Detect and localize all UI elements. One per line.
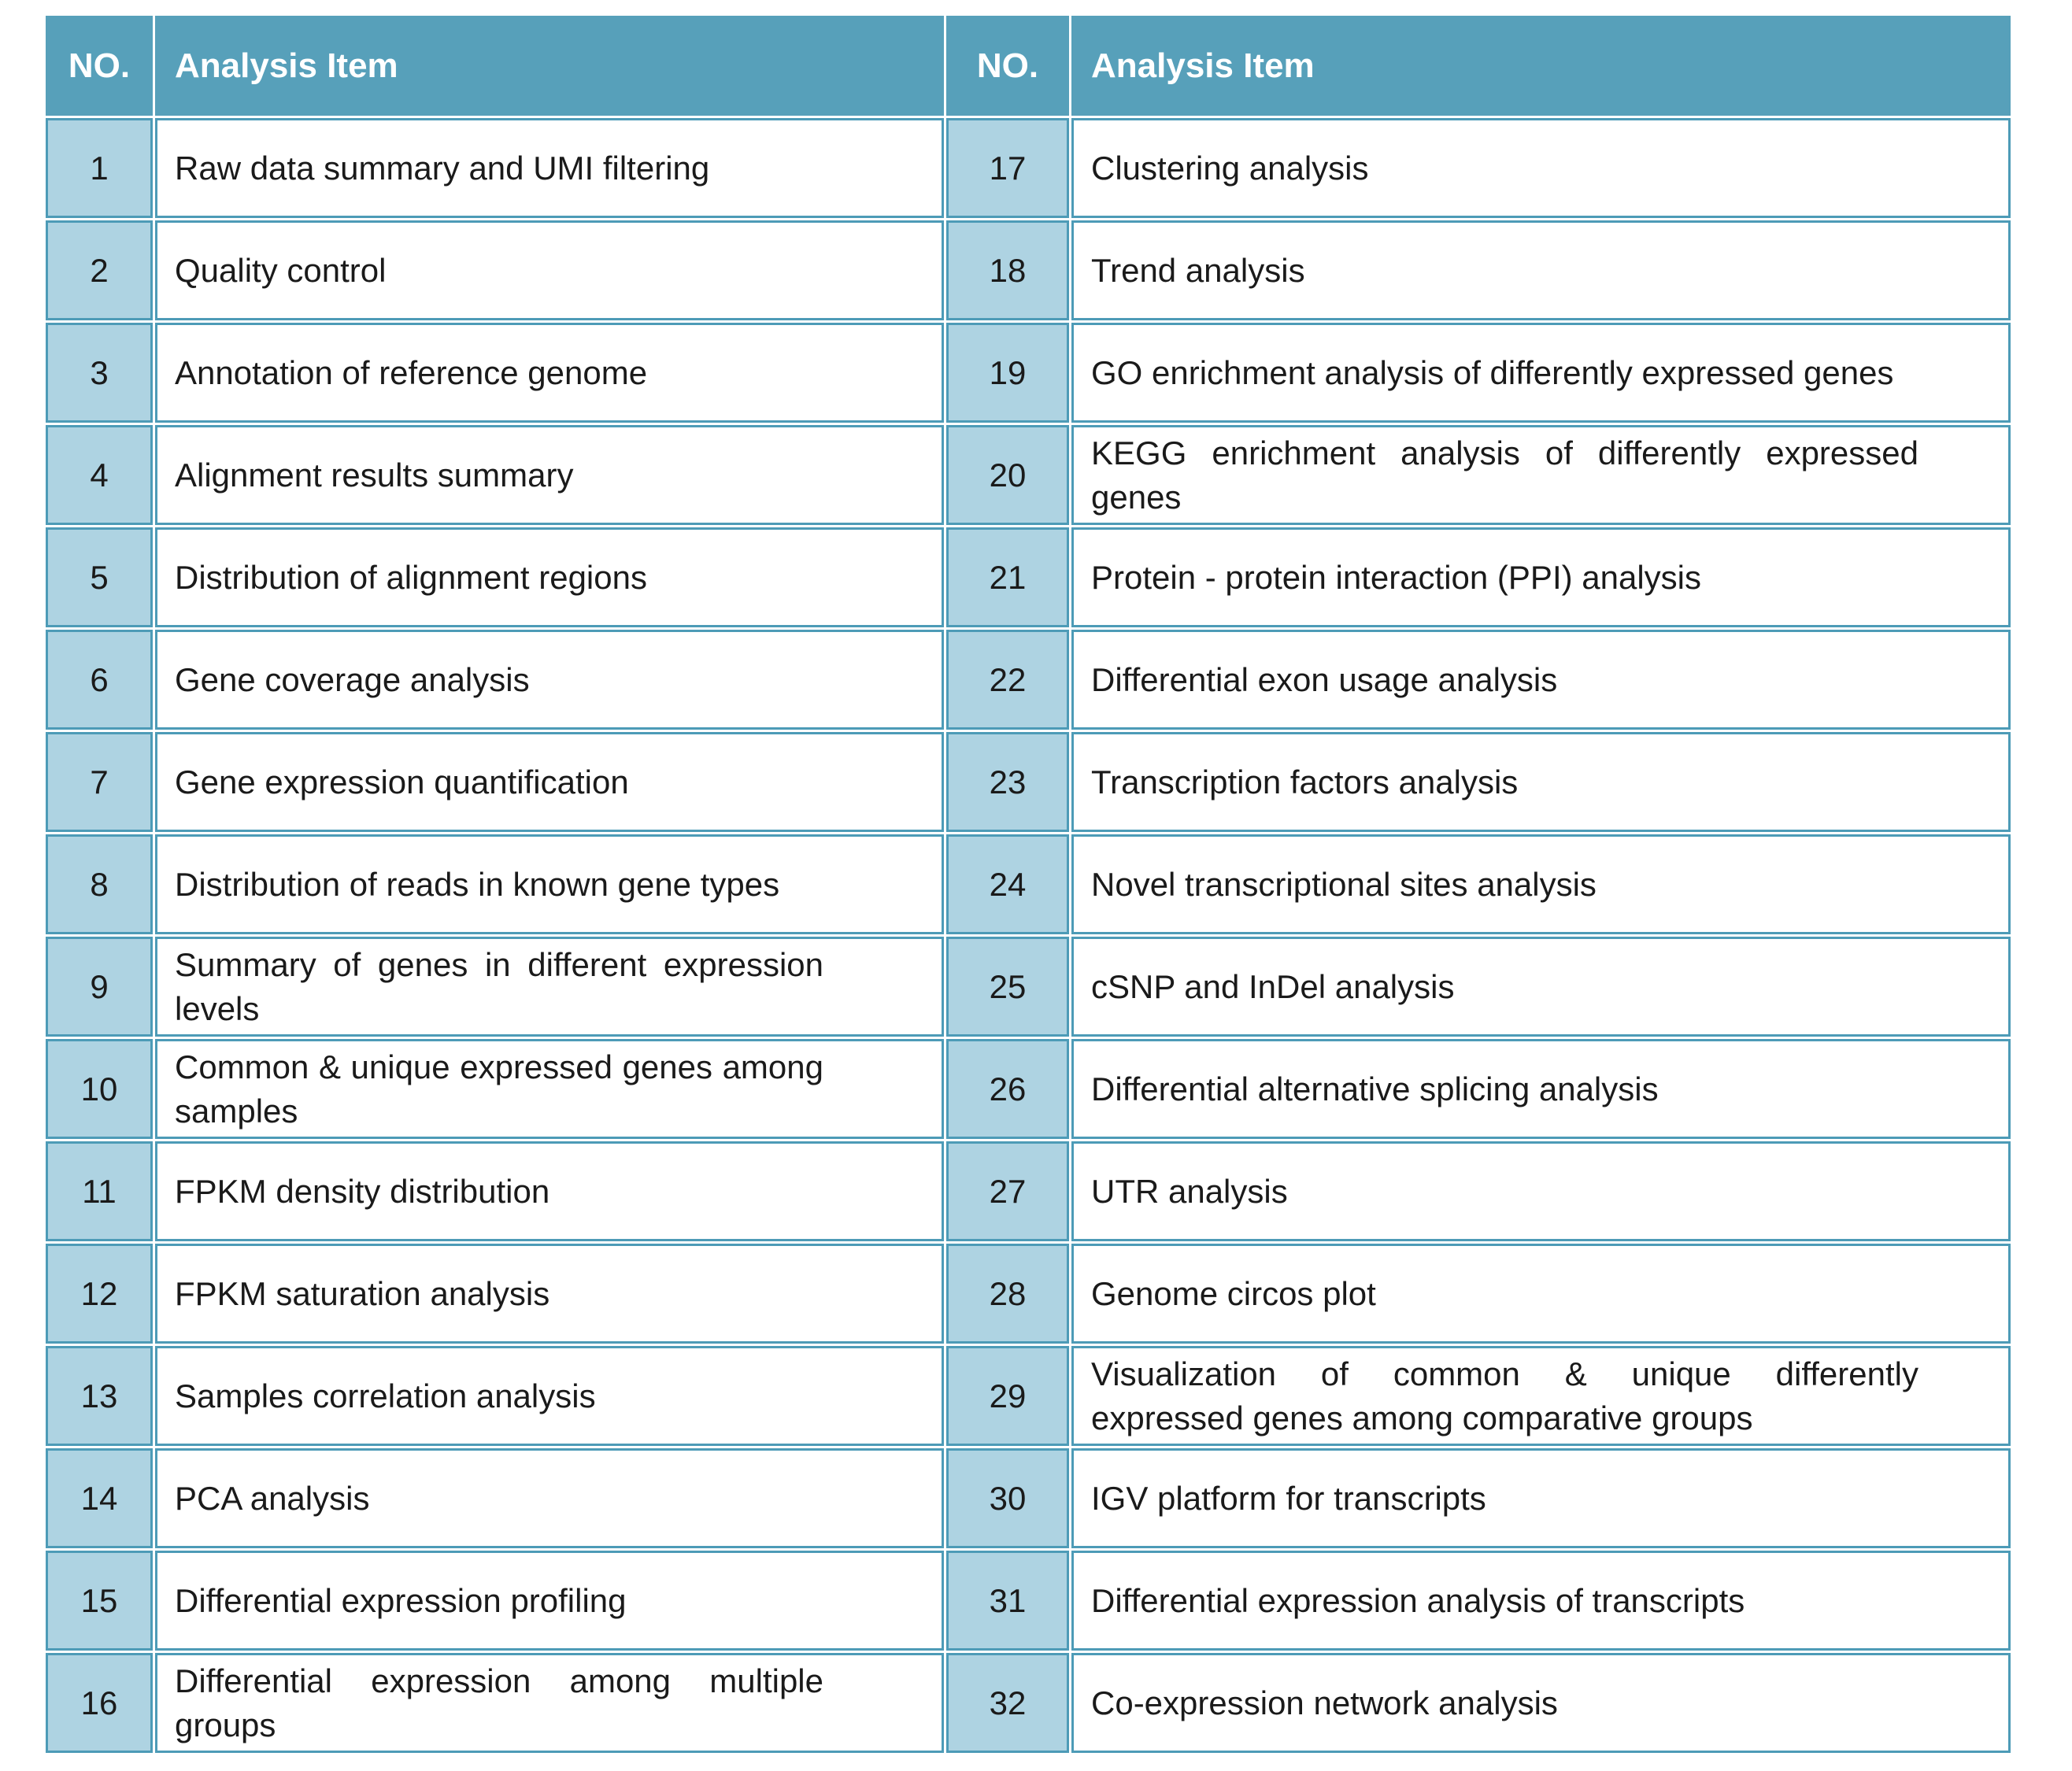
table-row: 5 Distribution of alignment regions 21 Prot… <box>46 527 2011 627</box>
analysis-item-cell: FPKM saturation analysis <box>155 1244 944 1344</box>
table-row: 16 Differential expression among multiple… <box>46 1653 2011 1753</box>
row-number-cell: 26 <box>946 1039 1069 1139</box>
row-number-cell: 24 <box>946 834 1069 934</box>
table-row: 14 PCA analysis 30 IGV platform for transcr… <box>46 1448 2011 1548</box>
row-number-cell: 10 <box>46 1039 153 1139</box>
analysis-item-cell: IGV platform for transcripts <box>1071 1448 2011 1548</box>
row-number-cell: 14 <box>46 1448 153 1548</box>
row-number-cell: 22 <box>946 630 1069 730</box>
analysis-item-cell: Distribution of reads in known gene type… <box>155 834 944 934</box>
row-number-cell: 27 <box>946 1141 1069 1241</box>
row-number-cell: 3 <box>46 323 153 423</box>
header-no-left: NO. <box>46 16 153 116</box>
row-number-cell: 16 <box>46 1653 153 1753</box>
row-number-cell: 17 <box>946 118 1069 218</box>
analysis-item-cell: Genome circos plot <box>1071 1244 2011 1344</box>
analysis-item-cell: Samples correlation analysis <box>155 1346 944 1446</box>
row-number-cell: 6 <box>46 630 153 730</box>
table-row: 10 Common & unique expressed genes among … <box>46 1039 2011 1139</box>
analysis-item-cell: Differential expression among multiple g… <box>155 1653 944 1753</box>
analysis-item-cell: Summary of genes in different expression… <box>155 937 944 1037</box>
analysis-item-cell: Transcription factors analysis <box>1071 732 2011 832</box>
table-row: 4 Alignment results summary 20 KEGG enrichm… <box>46 425 2011 525</box>
row-number-cell: 2 <box>46 220 153 320</box>
analysis-item-cell: GO enrichment analysis of differently ex… <box>1071 323 2011 423</box>
analysis-item-cell: Annotation of reference genome <box>155 323 944 423</box>
row-number-cell: 9 <box>46 937 153 1037</box>
table-row: 7 Gene expression quantification 23 Transcr… <box>46 732 2011 832</box>
analysis-item-cell: Visualization of common & unique differe… <box>1071 1346 2011 1446</box>
row-number-cell: 20 <box>946 425 1069 525</box>
table-row: 2 Quality control 18 Trend analysis <box>46 220 2011 320</box>
analysis-item-cell: FPKM density distribution <box>155 1141 944 1241</box>
table-header: NO. Analysis Item NO. Analysis Item <box>46 16 2011 116</box>
analysis-item-cell: Differential expression profiling <box>155 1551 944 1651</box>
row-number-cell: 15 <box>46 1551 153 1651</box>
row-number-cell: 13 <box>46 1346 153 1446</box>
analysis-item-cell: Gene expression quantification <box>155 732 944 832</box>
row-number-cell: 18 <box>946 220 1069 320</box>
table-row: 13 Samples correlation analysis 29 Visualiz… <box>46 1346 2011 1446</box>
row-number-cell: 7 <box>46 732 153 832</box>
table-row: 11 FPKM density distribution 27 UTR analysi… <box>46 1141 2011 1241</box>
row-number-cell: 11 <box>46 1141 153 1241</box>
row-number-cell: 5 <box>46 527 153 627</box>
row-number-cell: 28 <box>946 1244 1069 1344</box>
analysis-item-cell: cSNP and InDel analysis <box>1071 937 2011 1037</box>
row-number-cell: 19 <box>946 323 1069 423</box>
analysis-item-cell: Differential expression analysis of tran… <box>1071 1551 2011 1651</box>
row-number-cell: 8 <box>46 834 153 934</box>
table-body: 1 Raw data summary and UMI filtering 17 Clu… <box>46 118 2011 1753</box>
header-no-right: NO. <box>946 16 1069 116</box>
analysis-item-cell: PCA analysis <box>155 1448 944 1548</box>
row-number-cell: 32 <box>946 1653 1069 1753</box>
analysis-item-cell: Novel transcriptional sites analysis <box>1071 834 2011 934</box>
analysis-item-cell: Raw data summary and UMI filtering <box>155 118 944 218</box>
analysis-item-cell: Quality control <box>155 220 944 320</box>
table-row: 12 FPKM saturation analysis 28 Genome circo… <box>46 1244 2011 1344</box>
analysis-item-cell: Common & unique expressed genes among sa… <box>155 1039 944 1139</box>
table-row: 3 Annotation of reference genome 19 GO enri… <box>46 323 2011 423</box>
row-number-cell: 1 <box>46 118 153 218</box>
table-row: 9 Summary of genes in different expressio… <box>46 937 2011 1037</box>
analysis-item-cell: KEGG enrichment analysis of differently … <box>1071 425 2011 525</box>
analysis-item-cell: Differential exon usage analysis <box>1071 630 2011 730</box>
analysis-item-cell: Distribution of alignment regions <box>155 527 944 627</box>
analysis-items-table: NO. Analysis Item NO. Analysis Item 1 Raw… <box>43 13 2013 1755</box>
table-row: 6 Gene coverage analysis 22 Differential ex… <box>46 630 2011 730</box>
row-number-cell: 25 <box>946 937 1069 1037</box>
row-number-cell: 4 <box>46 425 153 525</box>
analysis-item-cell: Clustering analysis <box>1071 118 2011 218</box>
analysis-item-cell: Trend analysis <box>1071 220 2011 320</box>
analysis-item-cell: Alignment results summary <box>155 425 944 525</box>
analysis-item-cell: Co-expression network analysis <box>1071 1653 2011 1753</box>
row-number-cell: 30 <box>946 1448 1069 1548</box>
row-number-cell: 12 <box>46 1244 153 1344</box>
header-item-left: Analysis Item <box>155 16 944 116</box>
analysis-item-cell: Protein - protein interaction (PPI) anal… <box>1071 527 2011 627</box>
header-item-right: Analysis Item <box>1071 16 2011 116</box>
table-row: 1 Raw data summary and UMI filtering 17 Clu… <box>46 118 2011 218</box>
header-row: NO. Analysis Item NO. Analysis Item <box>46 16 2011 116</box>
row-number-cell: 21 <box>946 527 1069 627</box>
row-number-cell: 31 <box>946 1551 1069 1651</box>
analysis-item-cell: UTR analysis <box>1071 1141 2011 1241</box>
table-row: 8 Distribution of reads in known gene typ… <box>46 834 2011 934</box>
row-number-cell: 23 <box>946 732 1069 832</box>
analysis-item-cell: Differential alternative splicing analys… <box>1071 1039 2011 1139</box>
row-number-cell: 29 <box>946 1346 1069 1446</box>
table-row: 15 Differential expression profiling 31 Dif… <box>46 1551 2011 1651</box>
analysis-item-cell: Gene coverage analysis <box>155 630 944 730</box>
